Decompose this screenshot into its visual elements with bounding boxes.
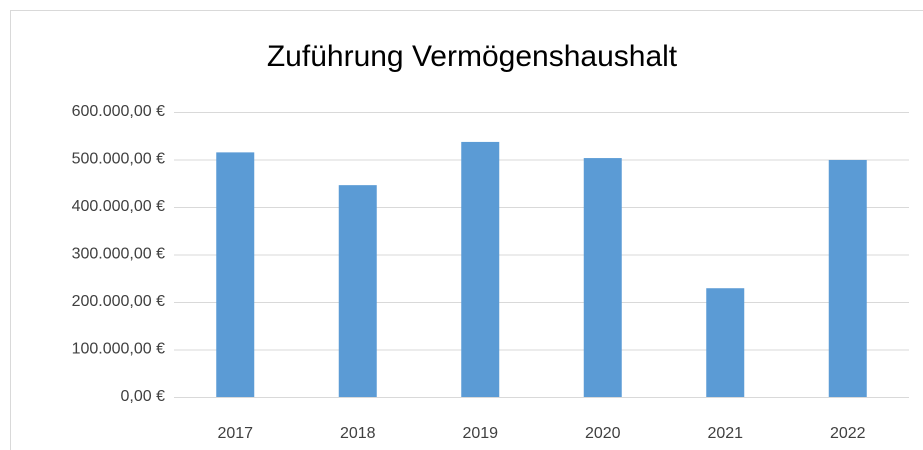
y-tick-label: 200.000,00 € (72, 293, 166, 310)
x-tick-label: 2018 (340, 425, 376, 442)
x-tick-label: 2017 (217, 425, 253, 442)
y-tick-label: 400.000,00 € (72, 198, 166, 215)
x-tick-label: 2019 (462, 425, 498, 442)
bar (828, 159, 867, 397)
bar (216, 152, 255, 397)
x-tick-label: 2022 (830, 425, 866, 442)
chart-title: Zuführung Vermögenshaushalt (267, 40, 678, 73)
x-tick-label: 2020 (585, 425, 621, 442)
bar (706, 288, 745, 397)
y-tick-label: 600.000,00 € (72, 103, 166, 120)
y-tick-label: 500.000,00 € (72, 151, 166, 168)
y-tick-label: 300.000,00 € (72, 246, 166, 263)
y-tick-label: 0,00 € (121, 388, 166, 405)
bar (583, 158, 622, 397)
bar (338, 185, 377, 397)
bar (461, 141, 500, 397)
y-tick-label: 100.000,00 € (72, 341, 166, 358)
x-tick-label: 2021 (707, 425, 743, 442)
